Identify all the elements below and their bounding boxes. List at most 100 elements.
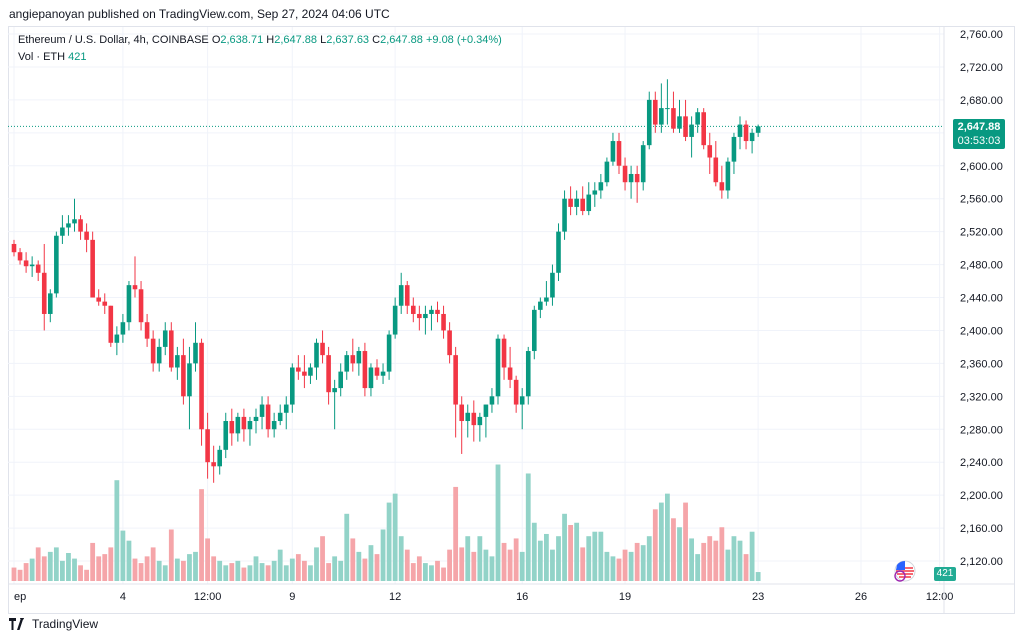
candle-body: [156, 346, 162, 364]
symbol-title[interactable]: Ethereum / U.S. Dollar, 4h, COINBASE: [18, 34, 209, 46]
volume-bar: [102, 554, 108, 581]
volume-bar: [314, 547, 319, 581]
candle-body: [78, 219, 83, 232]
volume-bar: [320, 536, 325, 581]
low-label: L: [320, 34, 327, 46]
volume-bar: [144, 556, 150, 581]
volume-bar: [537, 540, 543, 581]
candle-body: [719, 182, 725, 191]
candle-body: [755, 126, 761, 133]
candle-body: [277, 412, 283, 422]
candle-body: [283, 404, 289, 413]
volume-bar: [29, 558, 35, 581]
volume-bar: [586, 536, 592, 581]
candle-body: [568, 198, 573, 207]
volume-bar: [235, 560, 241, 581]
volume-bar: [211, 556, 217, 581]
volume-bar: [380, 529, 386, 581]
candle-body: [598, 182, 604, 191]
volume-bar: [477, 536, 483, 581]
candle-body: [253, 416, 259, 422]
volume-bar: [23, 563, 29, 581]
candle-body: [265, 404, 271, 430]
candle-body: [417, 313, 422, 319]
candle-body: [386, 334, 392, 372]
volume-bar: [253, 556, 259, 581]
volume-bar: [60, 560, 65, 581]
volume-bar: [737, 540, 743, 581]
y-tick-label: 2,360.00: [960, 358, 1003, 370]
volume-bar: [205, 538, 210, 581]
candle-body: [138, 289, 144, 323]
us-flag-icon[interactable]: [894, 560, 916, 582]
y-tick-label: 2,240.00: [960, 457, 1003, 469]
volume-legend-label[interactable]: Vol · ETH: [18, 51, 66, 63]
volume-bar: [344, 513, 350, 581]
candle-body: [525, 351, 531, 397]
volume-bar: [223, 565, 229, 581]
volume-bar: [489, 556, 495, 581]
volume-bar: [749, 531, 755, 581]
volume-bar: [713, 540, 719, 581]
volume-bar: [465, 536, 471, 581]
candle-body: [162, 330, 168, 347]
candle-body: [326, 355, 331, 393]
y-tick-label: 2,440.00: [960, 293, 1003, 305]
volume-bar: [646, 536, 652, 581]
volume-bar: [350, 538, 356, 581]
volume-bar: [416, 556, 422, 581]
volume-bar: [193, 551, 198, 581]
candle-body: [223, 421, 229, 450]
candle-body: [441, 313, 446, 331]
candle-body: [677, 116, 682, 129]
candle-body: [507, 367, 513, 380]
candle-body: [671, 108, 676, 129]
volume-legend: Vol · ETH 421: [18, 51, 87, 63]
volume-bar: [362, 558, 368, 581]
candle-body: [580, 198, 585, 212]
candle-body: [574, 198, 579, 207]
candle-body: [102, 301, 108, 306]
volume-bar: [283, 565, 289, 581]
volume-bar: [531, 522, 537, 581]
candle-body: [640, 145, 646, 183]
candle-body: [108, 305, 114, 343]
candle-body: [60, 227, 65, 236]
candle-body: [338, 371, 343, 389]
volume-bar: [11, 567, 17, 581]
candle-body: [465, 412, 471, 422]
candle-body: [332, 388, 337, 393]
volume-bar: [404, 549, 410, 581]
candle-body: [749, 132, 755, 142]
volume-bar: [441, 567, 446, 581]
candle-body: [35, 264, 41, 273]
volume-bar: [562, 513, 567, 581]
volume-bar: [277, 549, 283, 581]
candle-body: [241, 416, 247, 430]
volume-bar: [598, 531, 604, 581]
candle-body: [616, 141, 622, 166]
candle-body: [646, 99, 652, 146]
chart-frame[interactable]: [8, 26, 1015, 614]
x-tick-label: 9: [289, 591, 295, 603]
candle-body: [544, 297, 549, 302]
candle-body: [622, 165, 628, 183]
volume-bar: [556, 536, 561, 581]
x-tick-label: 12: [389, 591, 401, 603]
volume-bar: [622, 549, 628, 581]
volume-bar: [41, 556, 47, 581]
ohlc-legend: Ethereum / U.S. Dollar, 4h, COINBASE O2,…: [18, 34, 502, 46]
candle-body: [513, 379, 519, 405]
open-value: 2,638.71: [220, 34, 264, 46]
volume-bar: [483, 549, 489, 581]
candle-body: [725, 161, 731, 191]
volume-bar: [199, 489, 204, 581]
volume-bar: [162, 565, 168, 581]
footer-brand[interactable]: TradingView: [9, 617, 98, 631]
candle-body: [302, 371, 307, 376]
published-caption: angiepanoyan published on TradingView.co…: [9, 7, 390, 21]
y-tick-label: 2,680.00: [960, 95, 1003, 107]
volume-bar: [616, 558, 622, 581]
y-tick-label: 2,560.00: [960, 194, 1003, 206]
